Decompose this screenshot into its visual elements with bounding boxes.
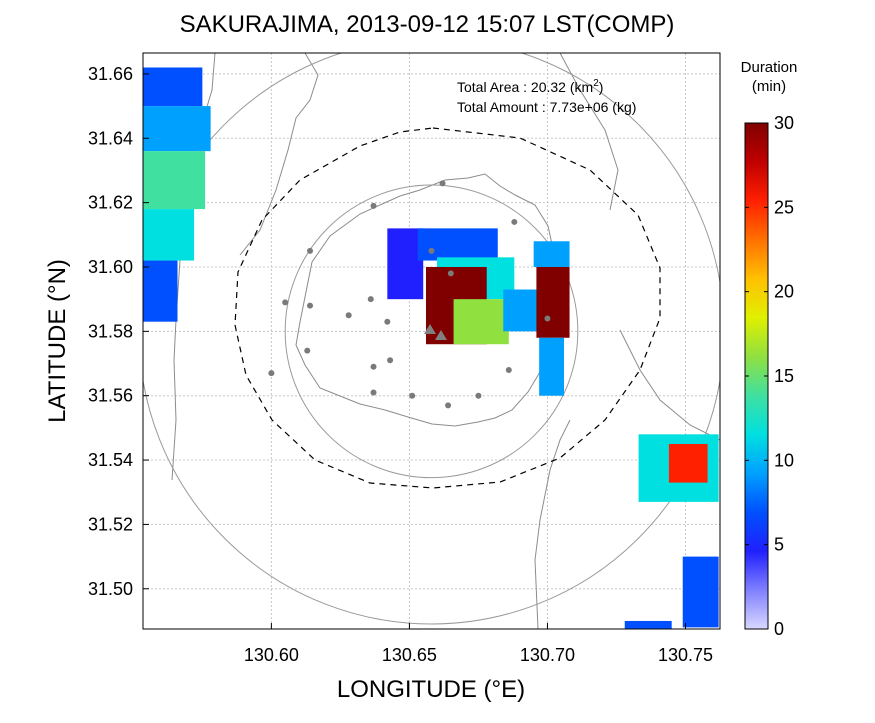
mainland-coastline-east xyxy=(534,53,720,629)
station-dot xyxy=(439,180,446,187)
y-tick-label: 31.64 xyxy=(88,128,133,148)
station-dot xyxy=(304,347,311,354)
x-tick-label: 130.60 xyxy=(244,645,299,665)
y-tick-label: 31.62 xyxy=(88,193,133,213)
colorbar-tick-label: 25 xyxy=(774,197,794,217)
colorbar-tick-label: 30 xyxy=(774,113,794,133)
duration-cell xyxy=(143,67,203,107)
duration-cell xyxy=(536,266,570,338)
totals-annotation: Total Area : 20.32 (km2) Total Amount : … xyxy=(457,78,636,115)
x-axis-ticks: 130.60 130.65 130.70 130.75 xyxy=(244,623,713,665)
y-tick-label: 31.56 xyxy=(88,386,133,406)
colorbar-tick-label: 0 xyxy=(774,619,784,639)
vent-marker xyxy=(424,324,447,340)
x-axis-label: LONGITUDE (°E) xyxy=(337,676,525,703)
range-circle xyxy=(284,184,579,479)
station-dot xyxy=(447,270,454,277)
station-dot xyxy=(505,366,512,373)
station-dot xyxy=(428,247,435,254)
duration-cell xyxy=(143,106,211,152)
station-dot xyxy=(544,315,551,322)
ash-duration-cells xyxy=(143,67,719,629)
station-dot xyxy=(370,202,377,209)
colorbar: Duration (min) 0 5 10 15 20 25 30 xyxy=(741,59,798,639)
y-tick-label: 31.50 xyxy=(88,579,133,599)
duration-cell xyxy=(682,556,719,628)
colorbar-tick-label: 20 xyxy=(774,282,794,302)
station-dot xyxy=(384,318,391,325)
duration-cell xyxy=(387,228,424,300)
x-tick-label: 130.75 xyxy=(658,645,713,665)
plot-area xyxy=(142,52,721,630)
plume-cluster xyxy=(143,67,211,322)
station-dot xyxy=(475,392,482,399)
station-dot xyxy=(409,392,416,399)
y-tick-label: 31.66 xyxy=(88,64,133,84)
duration-cell xyxy=(539,337,565,396)
plume-cluster xyxy=(387,228,570,396)
y-tick-label: 31.54 xyxy=(88,450,133,470)
y-tick-label: 31.58 xyxy=(88,321,133,341)
colorbar-ticks: 0 5 10 15 20 25 30 xyxy=(745,113,794,639)
total-amount-text: Total Amount : 7.73e+06 (kg) xyxy=(457,99,636,115)
y-axis-label: LATITUDE (°N) xyxy=(44,259,71,423)
chart-title: SAKURAJIMA, 2013-09-12 15:07 LST(COMP) xyxy=(180,11,675,38)
station-dot xyxy=(370,363,377,370)
duration-cell xyxy=(143,151,206,210)
vent-triangle-icon xyxy=(435,330,447,340)
duration-cell xyxy=(453,299,509,345)
y-tick-label: 31.60 xyxy=(88,257,133,277)
dashed-boundary xyxy=(234,127,661,489)
plume-cluster xyxy=(624,434,719,629)
duration-cell xyxy=(533,241,570,267)
observation-stations xyxy=(268,180,551,409)
station-dot xyxy=(345,312,352,319)
station-dot xyxy=(307,247,314,254)
colorbar-title-line2: (min) xyxy=(752,78,786,95)
duration-cell xyxy=(143,209,195,261)
station-dot xyxy=(367,296,374,303)
colorbar-tick-label: 10 xyxy=(774,450,794,470)
colorbar-tick-label: 15 xyxy=(774,366,794,386)
station-dot xyxy=(307,302,314,309)
y-tick-label: 31.52 xyxy=(88,514,133,534)
vent-triangle-icon xyxy=(424,324,436,334)
duration-cell xyxy=(417,228,498,261)
x-tick-label: 130.70 xyxy=(520,645,575,665)
x-tick-label: 130.65 xyxy=(382,645,437,665)
colorbar-title-line1: Duration xyxy=(741,59,798,76)
duration-cell xyxy=(668,443,708,483)
colorbar-tick-label: 5 xyxy=(774,535,784,555)
range-circle xyxy=(143,53,720,625)
range-circles xyxy=(143,53,720,625)
station-dot xyxy=(282,299,289,306)
duration-cell xyxy=(143,260,178,322)
station-dot xyxy=(370,389,377,396)
station-dot xyxy=(268,370,275,377)
y-axis-ticks: 31.50 31.52 31.54 31.56 31.58 31.60 31.62 31.64… xyxy=(88,64,149,599)
total-area-text: Total Area : 20.32 (km2) xyxy=(457,78,603,95)
station-dot xyxy=(511,218,518,225)
area-unit-superscript: 2 xyxy=(593,78,599,89)
station-dot xyxy=(387,357,394,364)
plot-frame xyxy=(142,52,721,630)
duration-cell xyxy=(624,620,672,629)
station-dot xyxy=(445,402,452,409)
